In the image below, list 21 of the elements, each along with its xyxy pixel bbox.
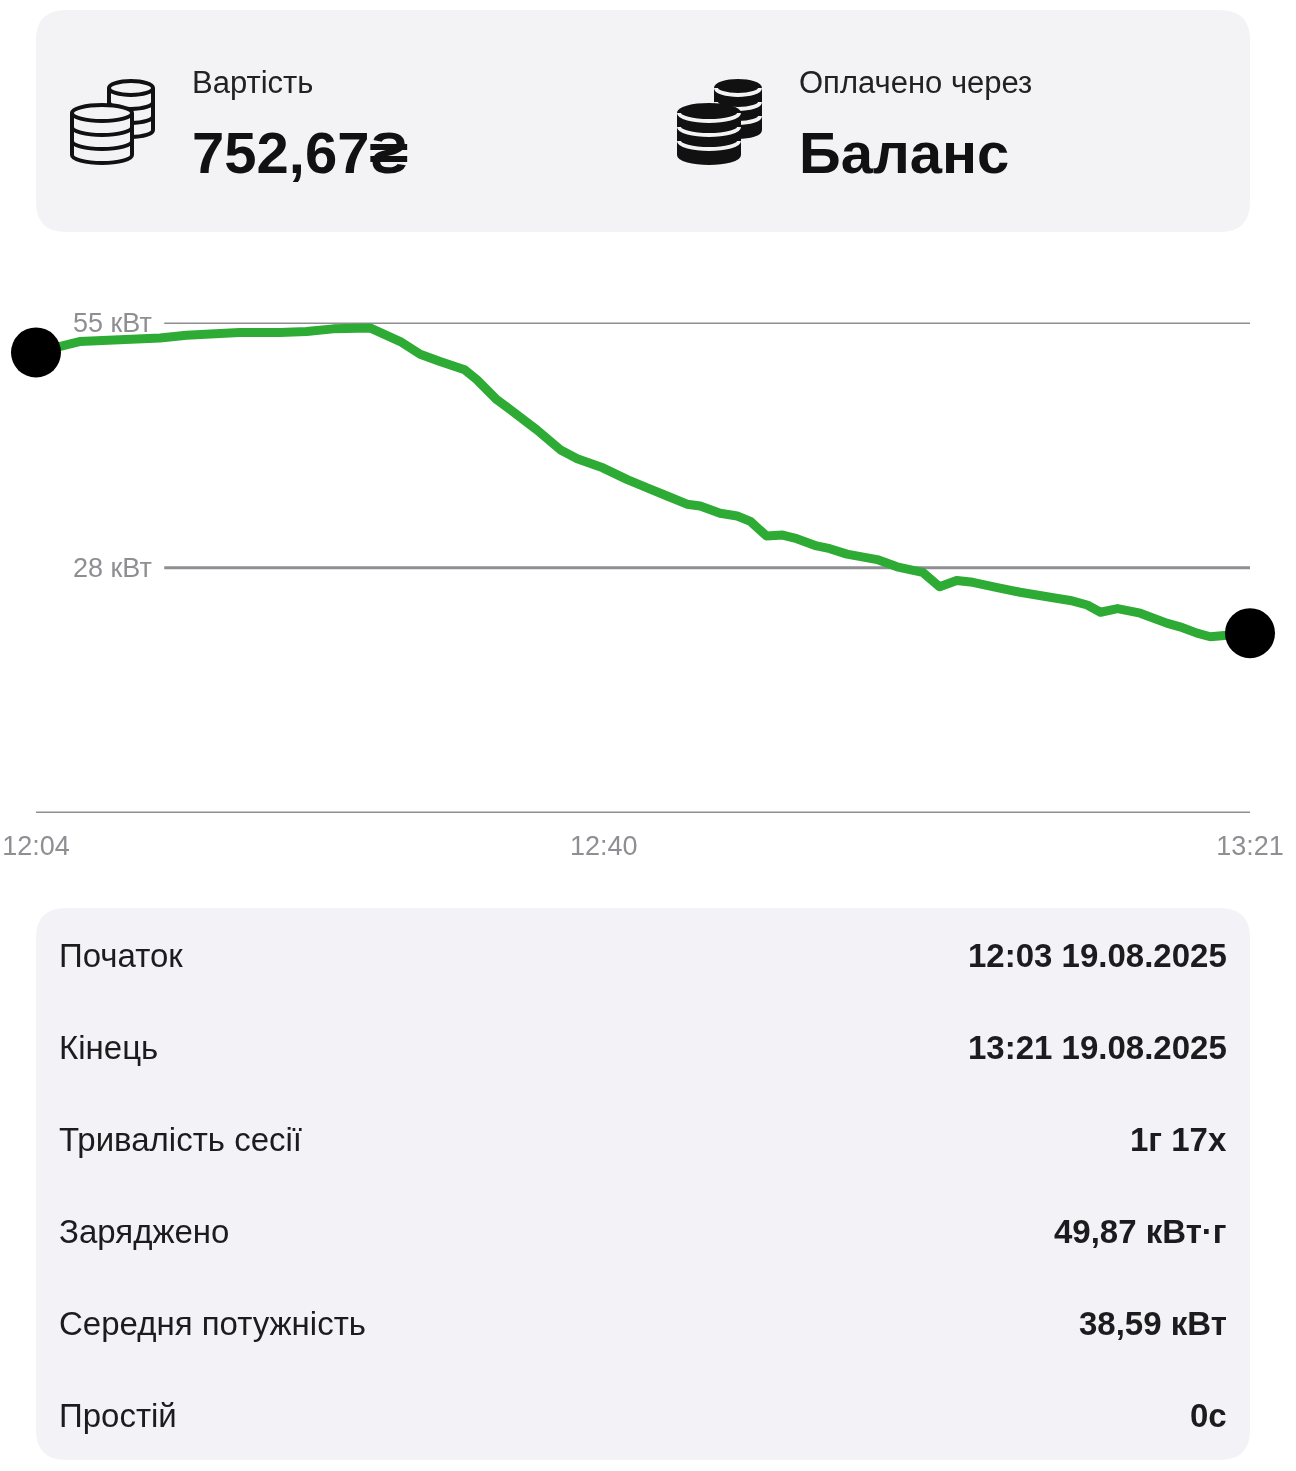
text: Тривалість сесії xyxy=(59,1121,303,1158)
text: Баланс xyxy=(799,120,1010,185)
text: Початок xyxy=(59,937,184,974)
y-tick-label: 28 кВт xyxy=(73,553,152,584)
x-tick-label: 13:21 xyxy=(1216,831,1284,861)
text: 49,87 кВт·г xyxy=(1054,1213,1227,1250)
text: 13:21 19.08.2025 xyxy=(968,1029,1227,1066)
text: Вартість xyxy=(192,65,314,100)
text: Заряджено xyxy=(59,1213,230,1250)
text: 752,67₴ xyxy=(192,120,409,185)
text: 1г 17х xyxy=(1130,1121,1227,1158)
text: Оплачено через xyxy=(799,65,1033,100)
text: 12:03 19.08.2025 xyxy=(968,937,1227,974)
text: Кінець xyxy=(59,1029,159,1066)
text: 38,59 кВт xyxy=(1079,1305,1227,1342)
text: Середня потужність xyxy=(59,1305,366,1342)
text: Простій xyxy=(59,1397,177,1434)
x-tick-label: 12:40 xyxy=(569,831,638,861)
x-tick-label: 12:04 xyxy=(2,831,70,861)
text: 0с xyxy=(1190,1397,1227,1434)
y-tick-label: 55 кВт xyxy=(73,307,152,338)
